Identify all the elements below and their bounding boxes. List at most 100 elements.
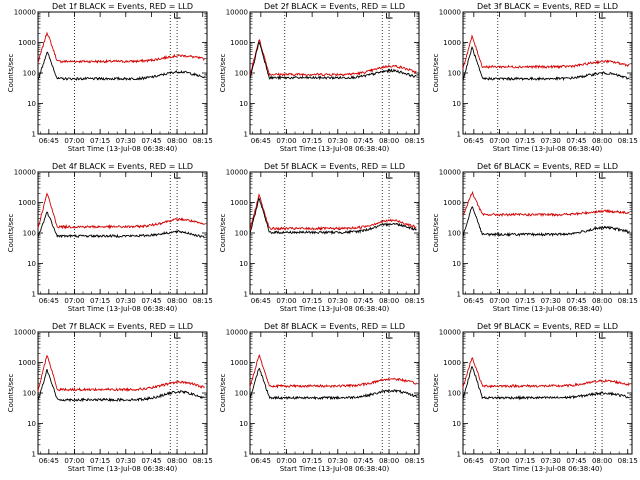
panel-title: Det 7f BLACK = Events, RED = LLD (52, 322, 193, 331)
x-tick-label: 06:45 (251, 137, 271, 145)
y-tick-label: 100 (23, 390, 36, 398)
x-axis-label: Start Time (13-Jul-08 06:38:40) (280, 145, 390, 153)
x-tick-label: 07:15 (90, 297, 110, 305)
x-tick-label: 08:00 (379, 457, 399, 465)
panel-title: Det 4f BLACK = Events, RED = LLD (52, 162, 193, 171)
y-tick-label: 1000 (443, 199, 461, 207)
x-tick-label: 06:45 (464, 297, 484, 305)
x-tick-label: 06:45 (39, 297, 59, 305)
x-tick-label: 08:15 (618, 457, 638, 465)
x-tick-label: 07:45 (566, 297, 586, 305)
x-tick-label: 07:30 (328, 297, 348, 305)
x-tick-label: 07:45 (353, 137, 373, 145)
y-axis-label: Counts/sec (219, 374, 227, 413)
events-series-line (462, 46, 630, 82)
x-tick-label: 06:45 (251, 297, 271, 305)
y-tick-label: 1000 (230, 359, 248, 367)
time-marker-bracket (599, 333, 606, 339)
panel-title: Det 1f BLACK = Events, RED = LLD (52, 2, 193, 11)
y-tick-label: 100 (448, 70, 461, 78)
x-tick-label: 06:45 (251, 457, 271, 465)
x-tick-label: 07:15 (90, 457, 110, 465)
lld-series-line (462, 190, 630, 217)
x-tick-label: 08:00 (167, 457, 187, 465)
x-tick-label: 07:00 (64, 457, 84, 465)
panel-title: Det 5f BLACK = Events, RED = LLD (264, 162, 405, 171)
x-tick-label: 07:00 (489, 297, 509, 305)
lld-series-line (37, 354, 205, 393)
y-tick-label: 1000 (443, 39, 461, 47)
x-tick-label: 07:30 (328, 457, 348, 465)
x-tick-label: 07:30 (116, 137, 136, 145)
x-tick-label: 08:15 (193, 137, 213, 145)
x-tick-label: 07:30 (328, 137, 348, 145)
y-tick-label: 10000 (439, 169, 461, 177)
y-tick-label: 10 (239, 420, 248, 428)
x-tick-label: 07:15 (515, 297, 535, 305)
x-axis-label: Start Time (13-Jul-08 06:38:40) (68, 305, 178, 313)
x-tick-label: 07:45 (141, 457, 161, 465)
detector-panel-4: Det 4f BLACK = Events, RED = LLD 1 10 100 10… (7, 162, 213, 313)
y-tick-label: 10000 (439, 329, 461, 337)
y-tick-label: 100 (23, 70, 36, 78)
y-axis-label: Counts/sec (7, 214, 15, 253)
x-tick-label: 08:15 (405, 457, 425, 465)
plot-frame (37, 331, 208, 455)
y-tick-label: 1000 (18, 199, 36, 207)
x-tick-label: 08:00 (167, 137, 187, 145)
y-tick-label: 1 (32, 131, 36, 139)
time-marker-bracket (599, 13, 606, 19)
lld-series-line (37, 192, 205, 230)
y-axis-label: Counts/sec (432, 54, 440, 93)
x-tick-label: 07:00 (276, 137, 296, 145)
y-tick-label: 100 (448, 390, 461, 398)
y-tick-label: 10 (27, 420, 36, 428)
events-series-line (37, 211, 205, 239)
x-tick-label: 08:15 (193, 297, 213, 305)
y-tick-label: 10 (452, 100, 461, 108)
x-tick-label: 07:15 (90, 137, 110, 145)
x-tick-label: 07:30 (541, 457, 561, 465)
time-marker-bracket (386, 173, 393, 179)
y-tick-label: 1 (457, 451, 461, 459)
time-marker-bracket (386, 13, 393, 19)
x-tick-label: 08:15 (618, 297, 638, 305)
x-tick-label: 07:30 (541, 137, 561, 145)
detector-panel-2: Det 2f BLACK = Events, RED = LLD 1 10 100 10… (219, 2, 425, 153)
x-tick-label: 07:45 (353, 457, 373, 465)
x-tick-label: 07:45 (566, 137, 586, 145)
detector-panel-5: Det 5f BLACK = Events, RED = LLD 1 10 100 10… (219, 162, 425, 313)
y-axis-label: Counts/sec (432, 374, 440, 413)
x-tick-label: 08:00 (379, 137, 399, 145)
y-axis-label: Counts/sec (7, 374, 15, 413)
y-tick-label: 1 (244, 451, 248, 459)
x-tick-label: 07:15 (515, 137, 535, 145)
y-tick-label: 100 (235, 230, 248, 238)
x-tick-label: 07:00 (276, 297, 296, 305)
y-tick-label: 10000 (226, 169, 248, 177)
time-marker-bracket (386, 333, 393, 339)
panel-title: Det 9f BLACK = Events, RED = LLD (477, 322, 618, 331)
x-tick-label: 08:00 (379, 297, 399, 305)
x-axis-label: Start Time (13-Jul-08 06:38:40) (68, 145, 178, 153)
x-tick-label: 07:45 (566, 457, 586, 465)
detector-panel-6: Det 6f BLACK = Events, RED = LLD 1 10 100 10… (432, 162, 638, 313)
panel-title: Det 2f BLACK = Events, RED = LLD (264, 2, 405, 11)
y-tick-label: 100 (235, 390, 248, 398)
x-tick-label: 07:30 (541, 297, 561, 305)
x-tick-label: 07:00 (64, 137, 84, 145)
x-tick-label: 07:00 (489, 137, 509, 145)
events-series-line (462, 206, 630, 238)
y-tick-label: 10 (27, 260, 36, 268)
panel-title: Det 3f BLACK = Events, RED = LLD (477, 2, 618, 11)
x-axis-label: Start Time (13-Jul-08 06:38:40) (280, 305, 390, 313)
detector-panel-1: Det 1f BLACK = Events, RED = LLD 1 10 100 10… (7, 2, 213, 153)
x-tick-label: 08:00 (167, 297, 187, 305)
y-tick-label: 10000 (14, 169, 36, 177)
events-series-line (249, 367, 417, 401)
lld-series-line (462, 357, 630, 389)
panel-title: Det 8f BLACK = Events, RED = LLD (264, 322, 405, 331)
detector-panel-8: Det 8f BLACK = Events, RED = LLD 1 10 100 10… (219, 322, 425, 473)
y-tick-label: 1000 (230, 39, 248, 47)
